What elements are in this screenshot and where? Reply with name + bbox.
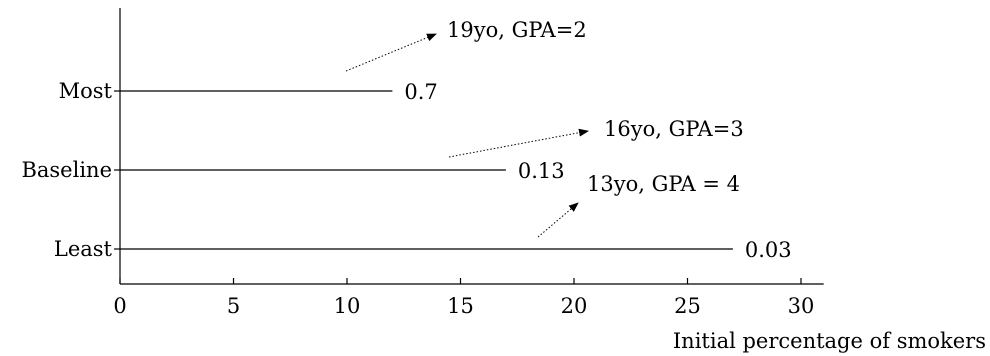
annotation-label: 19yo, GPA=2	[447, 18, 587, 42]
x-tick-label: 5	[227, 294, 240, 318]
x-tick-label: 20	[561, 294, 588, 318]
x-tick-label: 25	[674, 294, 701, 318]
y-tick-label: Least	[54, 237, 113, 261]
annotation-label: 13yo, GPA = 4	[587, 172, 740, 196]
x-tick-label: 30	[788, 294, 815, 318]
annotation-arrow	[345, 33, 437, 72]
y-tick-label: Most	[59, 79, 113, 103]
x-tick-label: 15	[447, 294, 474, 318]
value-label: 0.7	[404, 80, 437, 104]
annotation-label: 16yo, GPA=3	[604, 117, 744, 141]
plot-area: 0 5 10 15 20 25 30 Initial percentage of smoker…	[21, 8, 986, 353]
x-axis-label: Initial percentage of smokers	[673, 329, 986, 353]
x-tick-label: 0	[113, 294, 126, 318]
annotation-arrow	[537, 202, 579, 238]
value-label: 0.13	[518, 159, 565, 183]
value-label: 0.03	[745, 238, 792, 262]
y-tick-label: Baseline	[21, 158, 112, 182]
x-tick-label: 10	[334, 294, 361, 318]
annotation-arrow	[448, 128, 589, 158]
